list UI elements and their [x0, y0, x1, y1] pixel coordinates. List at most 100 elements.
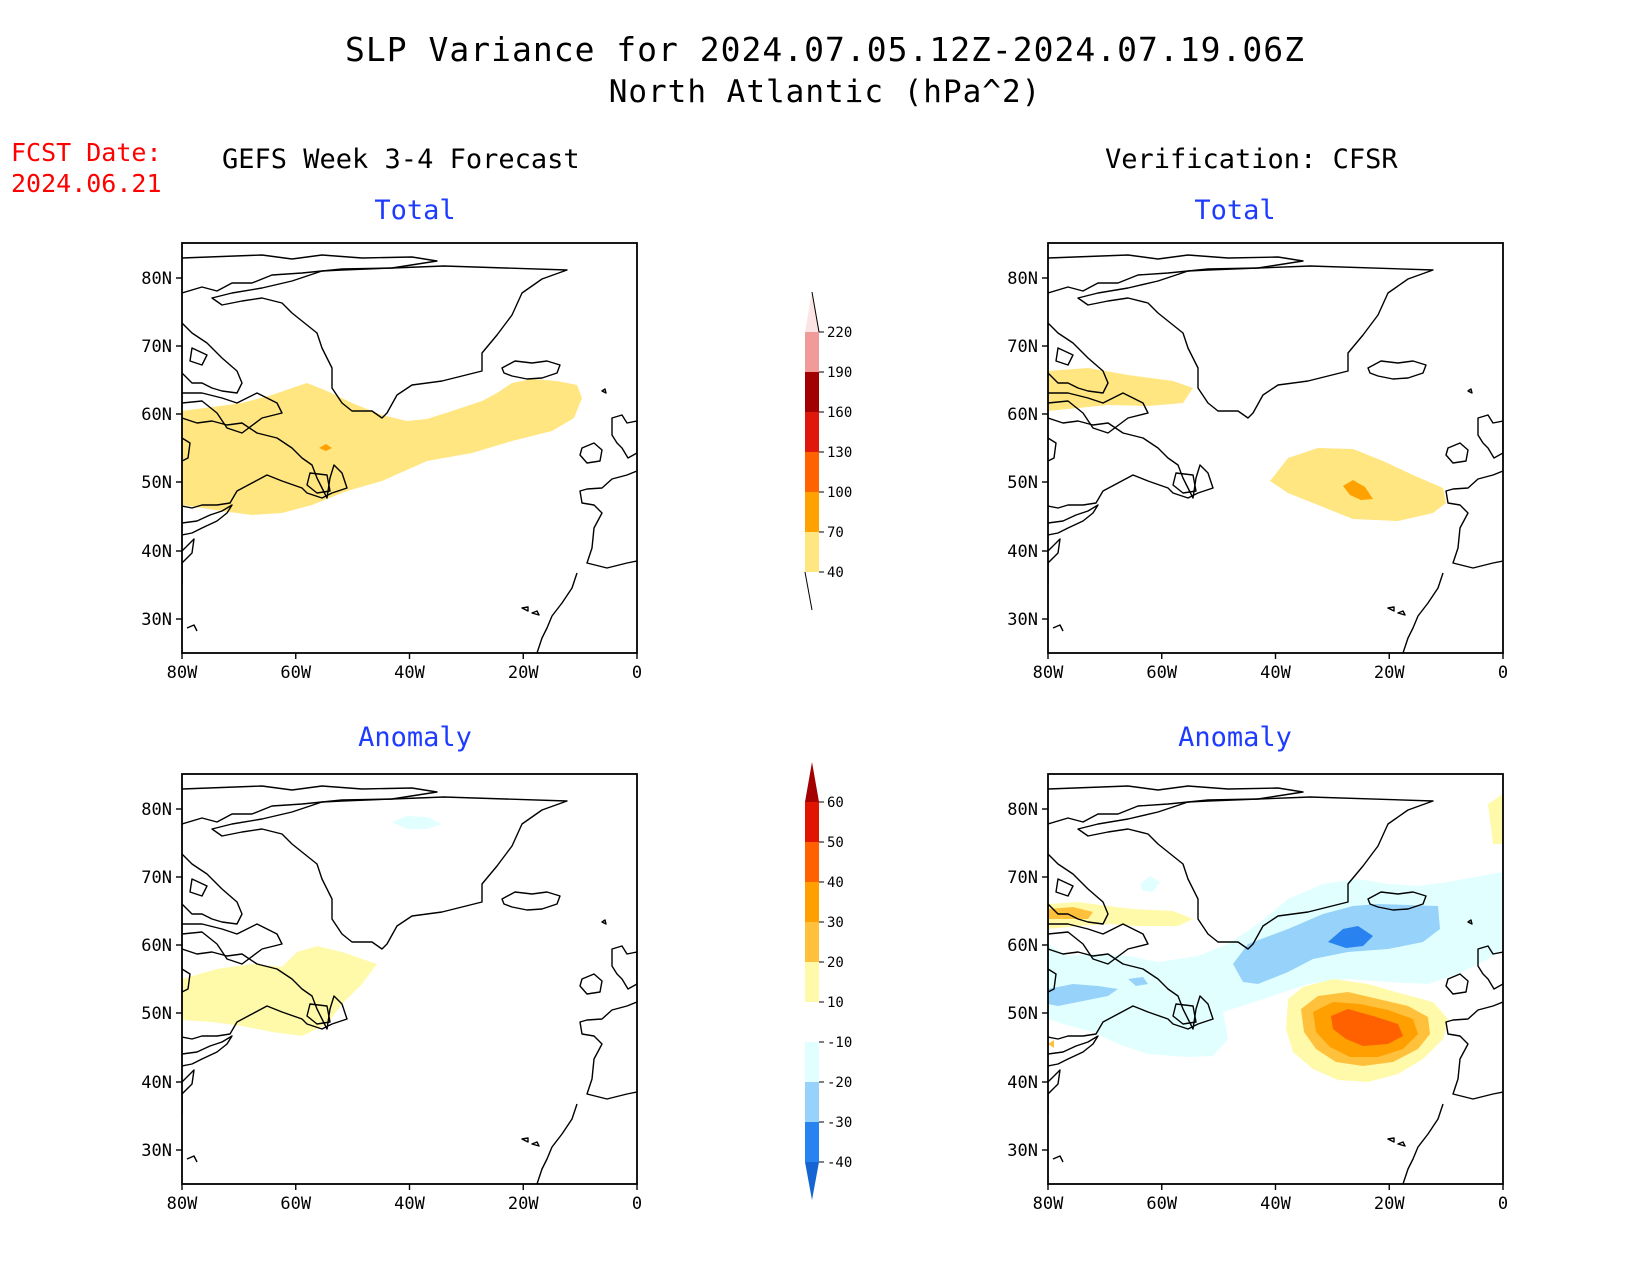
lat-tick-label: 30N [1007, 1141, 1038, 1161]
verif-total-shade-70 [1343, 480, 1373, 500]
lat-tick-label: 60N [141, 936, 172, 956]
panel-title-verification-anomaly: Anomaly [1178, 722, 1292, 753]
lon-tick-label: 20W [508, 663, 539, 683]
colorbar-tip [804, 571, 813, 611]
colorbar-segment [805, 1122, 819, 1162]
lat-tick-label: 60N [1007, 936, 1038, 956]
panel-verification-anomaly [1047, 773, 1504, 1185]
colorbar-segment [805, 882, 819, 922]
colorbar-tip [811, 291, 820, 333]
lat-tick-label: 30N [141, 1141, 172, 1161]
colorbar-label: 50 [827, 835, 844, 851]
colorbar-label: -10 [827, 1035, 852, 1051]
colorbar-segment [805, 372, 819, 412]
verif-anom-shade-pos40-central [1331, 1009, 1403, 1046]
colorbar-segment [805, 1162, 819, 1200]
colorbar-label: -40 [827, 1155, 852, 1171]
lat-tick-label: 80N [1007, 800, 1038, 820]
panel-title-forecast-anomaly: Anomaly [358, 722, 472, 753]
lat-tick-label: 70N [1007, 337, 1038, 357]
colorbar-segment [805, 532, 819, 572]
verif-anom-shade-pos10-tiny [1048, 1040, 1054, 1048]
fcst-anom-shade-neg10 [392, 816, 442, 829]
right-column-title: Verification: CFSR [1105, 144, 1398, 175]
fcst-total-shade-70 [319, 444, 332, 451]
lon-tick-label: 20W [1374, 1194, 1405, 1214]
colorbar-segment [805, 922, 819, 962]
lon-tick-label: 0 [1498, 1194, 1508, 1214]
lon-tick-label: 60W [280, 663, 311, 683]
colorbar-label: -30 [827, 1115, 852, 1131]
lat-tick-label: 40N [141, 542, 172, 562]
colorbar-segment [805, 452, 819, 492]
lon-tick-label: 40W [1260, 663, 1291, 683]
verif-total-shade-40-west [1048, 368, 1193, 411]
lat-tick-label: 30N [141, 610, 172, 630]
panel-forecast-total [181, 242, 638, 654]
lat-tick-label: 50N [141, 473, 172, 493]
lon-tick-label: 80W [167, 663, 198, 683]
lat-tick-label: 50N [1007, 473, 1038, 493]
lat-tick-label: 80N [141, 269, 172, 289]
fcst-anom-shade-pos10 [182, 946, 377, 1036]
verif-anom-shade-neg20-west [1048, 984, 1118, 1006]
colorbar-label: 20 [827, 955, 844, 971]
lon-tick-label: 0 [1498, 663, 1508, 683]
colorbar-segment [805, 332, 819, 372]
lon-tick-label: 80W [1033, 663, 1064, 683]
colorbar-segment [805, 492, 819, 532]
lon-tick-label: 60W [1146, 1194, 1177, 1214]
lat-tick-label: 40N [1007, 542, 1038, 562]
left-column-title: GEFS Week 3-4 Forecast [222, 144, 580, 175]
colorbar-label: 220 [827, 325, 852, 341]
colorbar-label: -20 [827, 1075, 852, 1091]
colorbar-segment [805, 762, 819, 802]
main-title: SLP Variance for 2024.07.05.12Z-2024.07.… [345, 30, 1305, 69]
verif-anom-shade-neg10-b [1140, 876, 1160, 892]
colorbar-label: 190 [827, 365, 852, 381]
colorbar-label: 30 [827, 915, 844, 931]
lat-tick-label: 70N [141, 337, 172, 357]
lat-tick-label: 80N [1007, 269, 1038, 289]
lon-tick-label: 80W [1033, 1194, 1064, 1214]
colorbar-total: 40 70 100 130 160 190 220 [804, 291, 852, 611]
lon-tick-label: 0 [632, 1194, 642, 1214]
lon-tick-label: 20W [508, 1194, 539, 1214]
colorbar-segment [805, 962, 819, 1002]
verif-anom-shade-neg30 [1328, 926, 1373, 948]
lon-tick-label: 60W [1146, 663, 1177, 683]
main-subtitle: North Atlantic (hPa^2) [608, 74, 1042, 110]
lat-tick-label: 40N [141, 1073, 172, 1093]
lon-tick-label: 0 [632, 663, 642, 683]
lon-tick-label: 60W [280, 1194, 311, 1214]
lat-tick-label: 60N [141, 405, 172, 425]
lat-tick-label: 60N [1007, 405, 1038, 425]
colorbar-label: 60 [827, 795, 844, 811]
lat-tick-label: 50N [1007, 1004, 1038, 1024]
colorbar-segment [805, 842, 819, 882]
colorbar-segment [805, 292, 819, 332]
colorbar-label: 10 [827, 995, 844, 1011]
lat-tick-label: 70N [141, 868, 172, 888]
colorbar-segment [805, 802, 819, 842]
colorbar-label: 160 [827, 405, 852, 421]
lat-tick-label: 80N [141, 800, 172, 820]
lat-tick-label: 40N [1007, 1073, 1038, 1093]
lon-tick-label: 40W [394, 1194, 425, 1214]
colorbar-segment [805, 412, 819, 452]
verif-anom-shade-pos10-west [1048, 902, 1193, 929]
lon-tick-label: 20W [1374, 663, 1405, 683]
lat-tick-label: 30N [1007, 610, 1038, 630]
fcst-total-shade-40 [182, 379, 582, 515]
verif-anom-shade-pos20-west [1048, 907, 1093, 919]
lon-tick-label: 80W [167, 1194, 198, 1214]
panel-verification-total [1047, 242, 1504, 654]
panel-title-verification-total: Total [1194, 195, 1276, 226]
colorbar-segment [805, 1042, 819, 1082]
panel-forecast-anomaly [181, 773, 638, 1185]
fcst-date-value: 2024.06.21 [11, 169, 162, 198]
verif-anom-shade-pos10-east-edge [1488, 794, 1503, 844]
fcst-date-label: FCST Date: [11, 138, 162, 167]
colorbar-segment [805, 1002, 819, 1042]
colorbar-label: 40 [827, 565, 844, 581]
